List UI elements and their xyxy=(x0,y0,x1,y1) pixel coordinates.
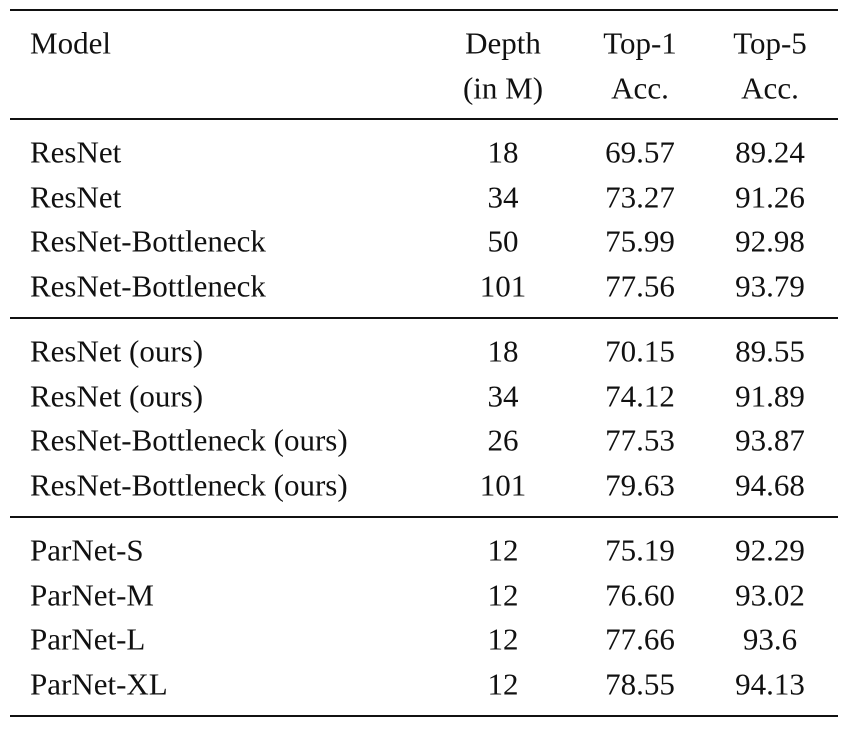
value-cell: 34 xyxy=(487,378,519,414)
value-cell: 77.66 xyxy=(605,621,675,657)
value-cell: 70.15 xyxy=(605,333,675,369)
model-cell: ResNet (ours) xyxy=(30,378,204,414)
value-cell: 92.98 xyxy=(735,223,805,259)
header-cell: Top-1 xyxy=(603,25,677,61)
value-cell: 75.99 xyxy=(605,223,675,259)
model-cell: ResNet xyxy=(30,179,122,215)
value-cell: 76.60 xyxy=(605,577,675,613)
value-cell: 94.68 xyxy=(735,467,805,503)
top-rule xyxy=(10,9,838,11)
value-cell: 77.53 xyxy=(605,422,675,458)
group-rule xyxy=(10,516,838,518)
model-cell: ResNet-Bottleneck xyxy=(30,268,266,304)
value-cell: 73.27 xyxy=(605,179,675,215)
model-cell: ResNet (ours) xyxy=(30,333,204,369)
value-cell: 93.02 xyxy=(735,577,805,613)
model-cell: ParNet-M xyxy=(30,577,154,613)
header-cell: Acc. xyxy=(611,70,669,106)
model-cell: ResNet-Bottleneck (ours) xyxy=(30,467,348,503)
header-cell: Acc. xyxy=(741,70,799,106)
header-rule xyxy=(10,118,838,120)
model-cell: ParNet-S xyxy=(30,532,144,568)
value-cell: 79.63 xyxy=(605,467,675,503)
value-cell: 12 xyxy=(487,577,519,613)
value-cell: 77.56 xyxy=(605,268,675,304)
value-cell: 91.26 xyxy=(735,179,805,215)
value-cell: 74.12 xyxy=(605,378,675,414)
value-cell: 26 xyxy=(487,422,519,458)
value-cell: 75.19 xyxy=(605,532,675,568)
model-cell: ResNet xyxy=(30,134,122,170)
model-cell: ParNet-L xyxy=(30,621,146,657)
value-cell: 69.57 xyxy=(605,134,675,170)
value-cell: 93.79 xyxy=(735,268,805,304)
group-rule xyxy=(10,317,838,319)
value-cell: 94.13 xyxy=(735,666,805,702)
header-cell: Top-5 xyxy=(733,25,807,61)
model-cell: ParNet-XL xyxy=(30,666,168,702)
value-cell: 89.24 xyxy=(735,134,805,170)
header-cell: Model xyxy=(30,25,111,61)
header-cell: Depth xyxy=(465,25,541,61)
value-cell: 12 xyxy=(487,621,519,657)
value-cell: 50 xyxy=(487,223,519,259)
value-cell: 34 xyxy=(487,179,519,215)
value-cell: 92.29 xyxy=(735,532,805,568)
value-cell: 101 xyxy=(479,467,527,503)
value-cell: 93.6 xyxy=(742,621,798,657)
bottom-rule xyxy=(10,715,838,717)
value-cell: 89.55 xyxy=(735,333,805,369)
value-cell: 101 xyxy=(479,268,527,304)
value-cell: 18 xyxy=(487,134,519,170)
model-cell: ResNet-Bottleneck xyxy=(30,223,266,259)
header-cell: (in M) xyxy=(462,70,544,106)
value-cell: 12 xyxy=(487,666,519,702)
value-cell: 93.87 xyxy=(735,422,805,458)
value-cell: 12 xyxy=(487,532,519,568)
value-cell: 91.89 xyxy=(735,378,805,414)
model-cell: ResNet-Bottleneck (ours) xyxy=(30,422,348,458)
value-cell: 78.55 xyxy=(605,666,675,702)
value-cell: 18 xyxy=(487,333,519,369)
